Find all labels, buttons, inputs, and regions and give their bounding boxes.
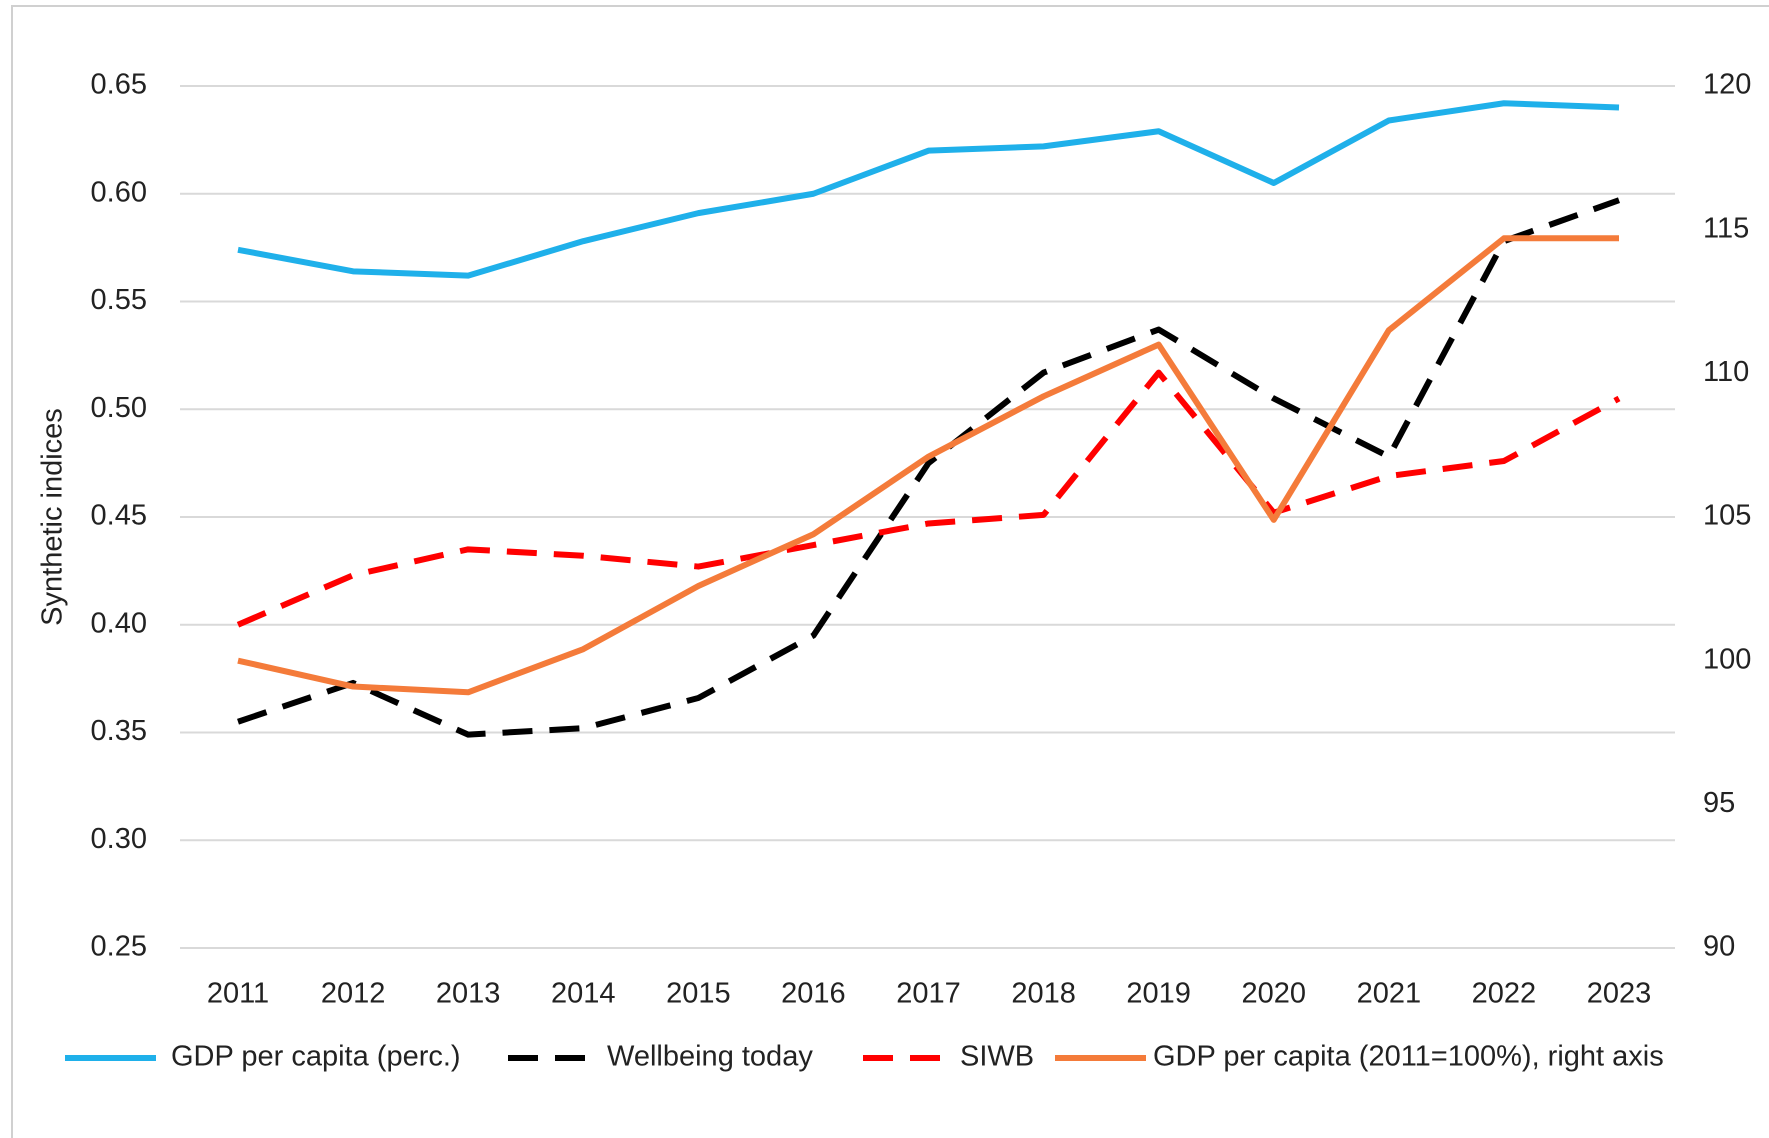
x-tick-label: 2011 xyxy=(207,978,269,1010)
legend-label: Wellbeing today xyxy=(607,1041,813,1073)
y-tick-label: 0.65 xyxy=(91,69,147,101)
x-tick-label: 2015 xyxy=(666,978,731,1010)
y-tick-label: 0.35 xyxy=(91,715,147,747)
x-tick-label: 2020 xyxy=(1241,978,1306,1010)
x-tick-label: 2013 xyxy=(436,978,501,1010)
y2-tick-label: 115 xyxy=(1703,212,1749,244)
line-series xyxy=(237,197,1621,738)
x-tick-label: 2023 xyxy=(1587,978,1652,1010)
y2-tick-label: 90 xyxy=(1703,931,1735,963)
y-axis-label: Synthetic indices xyxy=(37,408,69,626)
x-tick-label: 2022 xyxy=(1472,978,1537,1010)
x-tick-label: 2017 xyxy=(896,978,961,1010)
legend-label: GDP per capita (perc.) xyxy=(171,1041,461,1073)
x-tick-label: 2019 xyxy=(1126,978,1191,1010)
x-tick-label: 2014 xyxy=(551,978,616,1010)
line-series xyxy=(237,235,1619,696)
line-series xyxy=(236,369,1621,628)
line-series xyxy=(237,100,1620,279)
y2-tick-label: 100 xyxy=(1703,643,1751,675)
y2-tick-label: 120 xyxy=(1703,69,1751,101)
chart-frame xyxy=(11,5,1769,1138)
y2-tick-label: 95 xyxy=(1703,787,1735,819)
y-tick-label: 0.55 xyxy=(91,284,147,316)
x-tick-label: 2016 xyxy=(781,978,846,1010)
y-tick-label: 0.25 xyxy=(91,931,147,963)
legend-label: SIWB xyxy=(960,1041,1034,1073)
x-tick-label: 2021 xyxy=(1357,978,1422,1010)
y2-tick-label: 105 xyxy=(1703,500,1751,532)
x-tick-label: 2018 xyxy=(1011,978,1076,1010)
legend-label: GDP per capita (2011=100%), right axis xyxy=(1153,1041,1664,1073)
y-tick-label: 0.40 xyxy=(91,607,147,639)
x-tick-label: 2012 xyxy=(321,978,386,1010)
y2-tick-label: 110 xyxy=(1703,356,1749,388)
y-tick-label: 0.45 xyxy=(91,500,147,532)
y-tick-label: 0.30 xyxy=(91,823,147,855)
y-tick-label: 0.50 xyxy=(91,392,147,424)
y-tick-label: 0.60 xyxy=(91,176,147,208)
